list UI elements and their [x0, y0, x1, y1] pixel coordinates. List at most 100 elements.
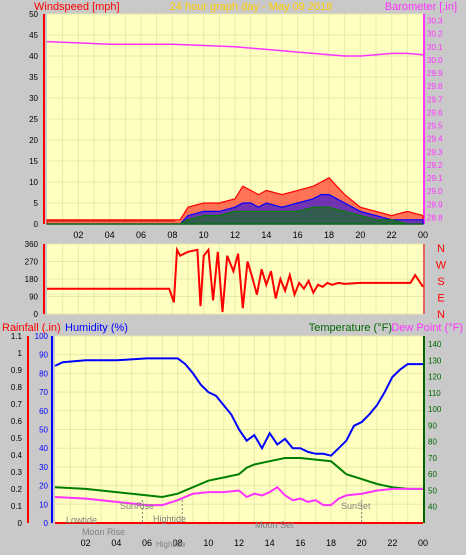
- x-tick-top-08: 08: [167, 230, 177, 240]
- x-tick-bottom-14: 14: [265, 538, 275, 548]
- y-tick-rain-0.9: 0.9: [11, 366, 23, 375]
- x-tick-top-16: 16: [293, 230, 303, 240]
- x-tick-top-00: 00: [418, 230, 428, 240]
- rainfall-axis-title: Rainfall (.in): [2, 322, 61, 334]
- y-tick-baro-29.9: 29.9: [427, 69, 443, 78]
- y-tick-wind-25: 25: [29, 115, 38, 124]
- y-tick-dir-0: 0: [34, 310, 39, 319]
- y-tick-baro-29.7: 29.7: [427, 95, 443, 104]
- y-tick-dir-270: 270: [25, 258, 39, 267]
- humidity-axis-title: Humidity (%): [65, 322, 128, 334]
- sunset-label: SunSet: [341, 501, 371, 511]
- y-tick-dir-90: 90: [29, 293, 38, 302]
- y-tick-rain-0.5: 0.5: [11, 434, 23, 443]
- hightide-bottom-label: Hightide: [156, 540, 186, 549]
- x-tick-bottom-22: 22: [387, 538, 397, 548]
- dewpoint-axis-title: Dew Point (°F): [391, 322, 463, 334]
- series-dew-point-f-: [54, 485, 423, 507]
- y-tick-dir-360: 360: [25, 240, 39, 249]
- x-tick-top-06: 06: [136, 230, 146, 240]
- y-tick-rain-1: 1: [18, 349, 23, 358]
- x-tick-bottom-12: 12: [234, 538, 244, 548]
- x-tick-top-02: 02: [73, 230, 83, 240]
- x-tick-top-22: 22: [387, 230, 397, 240]
- y-tick-baro-29.6: 29.6: [427, 108, 443, 117]
- y-tick-temp-100: 100: [428, 405, 442, 414]
- x-tick-top-14: 14: [261, 230, 271, 240]
- compass-label-e-3: E: [437, 293, 444, 305]
- y-tick-temp-120: 120: [428, 373, 442, 382]
- sunrise-label: SunRise: [120, 501, 154, 511]
- x-tick-top-18: 18: [324, 230, 334, 240]
- moonset-label: Moon Set: [255, 520, 294, 530]
- compass-label-n-4: N: [437, 309, 445, 321]
- series-temperature-f-: [54, 457, 423, 499]
- x-tick-bottom-08: 08: [173, 538, 183, 548]
- y-tick-rain-1.1: 1.1: [11, 332, 23, 341]
- y-tick-hum-70: 70: [39, 388, 48, 397]
- series-barometer-in-: [46, 40, 424, 57]
- x-tick-bottom-10: 10: [203, 538, 213, 548]
- y-tick-baro-29.1: 29.1: [427, 174, 443, 183]
- y-tick-baro-29.5: 29.5: [427, 122, 443, 131]
- y-tick-temp-70: 70: [428, 454, 437, 463]
- y-tick-baro-29.4: 29.4: [427, 135, 443, 144]
- y-tick-wind-40: 40: [29, 52, 38, 61]
- y-tick-hum-30: 30: [39, 463, 48, 472]
- y-tick-wind-5: 5: [34, 199, 39, 208]
- series-wind-direction: [47, 246, 424, 313]
- y-tick-rain-0.2: 0.2: [11, 485, 23, 494]
- lowtide-label: Lowtide: [66, 515, 97, 525]
- y-tick-baro-30.3: 30.3: [427, 17, 443, 26]
- chart-title: 24 hour graph day - May 09 2018: [170, 1, 333, 13]
- y-tick-rain-0.7: 0.7: [11, 400, 23, 409]
- y-tick-wind-45: 45: [29, 31, 38, 40]
- x-tick-top-12: 12: [230, 230, 240, 240]
- compass-label-w-1: W: [436, 260, 447, 272]
- y-tick-baro-29.8: 29.8: [427, 82, 443, 91]
- y-tick-wind-0: 0: [34, 220, 39, 229]
- y-tick-temp-40: 40: [428, 503, 437, 512]
- x-tick-bottom-04: 04: [111, 538, 121, 548]
- x-tick-bottom-16: 16: [295, 538, 305, 548]
- y-tick-hum-60: 60: [39, 407, 48, 416]
- y-tick-rain-0.4: 0.4: [11, 451, 23, 460]
- y-tick-rain-0.3: 0.3: [11, 468, 23, 477]
- y-tick-rain-0.8: 0.8: [11, 383, 23, 392]
- x-tick-top-10: 10: [199, 230, 209, 240]
- y-tick-wind-50: 50: [29, 10, 38, 19]
- y-tick-wind-15: 15: [29, 157, 38, 166]
- x-tick-top-04: 04: [105, 230, 115, 240]
- x-tick-bottom-20: 20: [357, 538, 367, 548]
- y-tick-hum-100: 100: [35, 332, 49, 341]
- y-tick-temp-80: 80: [428, 438, 437, 447]
- hightide-label: Hightide: [153, 514, 186, 524]
- y-tick-hum-20: 20: [39, 482, 48, 491]
- y-tick-hum-0: 0: [44, 519, 49, 528]
- y-tick-temp-110: 110: [428, 389, 441, 398]
- windspeed-axis-title: Windspeed [mph]: [34, 1, 120, 13]
- y-tick-wind-10: 10: [29, 178, 38, 187]
- y-tick-temp-60: 60: [428, 470, 437, 479]
- x-tick-bottom-00: 00: [418, 538, 428, 548]
- y-tick-temp-90: 90: [428, 421, 437, 430]
- x-tick-bottom-06: 06: [142, 538, 152, 548]
- barometer-axis-title: Barometer [.in]: [385, 1, 457, 13]
- y-tick-hum-10: 10: [39, 500, 48, 509]
- y-tick-wind-35: 35: [29, 73, 38, 82]
- y-tick-baro-29.3: 29.3: [427, 148, 443, 157]
- x-tick-bottom-18: 18: [326, 538, 336, 548]
- temperature-axis-title: Temperature (°F): [309, 322, 392, 334]
- y-tick-hum-50: 50: [39, 426, 48, 435]
- y-tick-wind-30: 30: [29, 94, 38, 103]
- y-tick-baro-30.2: 30.2: [427, 30, 443, 39]
- y-tick-rain-0.1: 0.1: [11, 502, 23, 511]
- y-tick-hum-90: 90: [39, 351, 48, 360]
- compass-label-n-0: N: [437, 243, 445, 255]
- moonrise-label: Moon Rise: [82, 527, 125, 537]
- compass-label-s-2: S: [437, 276, 444, 288]
- series-humidity-: [54, 357, 423, 457]
- y-tick-baro-29.0: 29.0: [427, 187, 443, 196]
- y-tick-temp-140: 140: [428, 340, 442, 349]
